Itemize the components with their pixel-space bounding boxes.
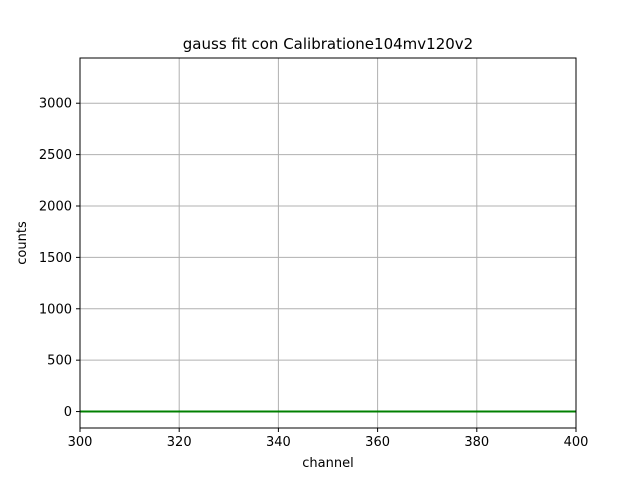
y-tick-label: 1500: [39, 251, 72, 266]
y-tick-label: 2000: [39, 200, 72, 215]
y-tick-label: 500: [47, 354, 72, 369]
x-tick-label: 340: [266, 435, 291, 450]
plot-area: [80, 58, 576, 428]
y-tick-label: 1000: [39, 302, 72, 317]
y-tick-label: 0: [64, 405, 72, 420]
y-tick-label: 3000: [39, 97, 72, 112]
y-tick-label: 2500: [39, 148, 72, 163]
x-tick-label: 380: [464, 435, 489, 450]
x-tick-label: 360: [365, 435, 390, 450]
x-tick-label: 300: [68, 435, 93, 450]
x-axis-ticks: 300 320 340 360 380 400: [68, 428, 589, 450]
y-axis-label: counts: [15, 221, 30, 265]
chart-title: gauss fit con Calibratione104mv120v2: [183, 35, 473, 53]
x-tick-label: 320: [167, 435, 192, 450]
plot-frame: [79, 57, 577, 429]
x-axis-label: channel: [302, 456, 353, 471]
y-axis-ticks: 0 500 1000 1500 2000 2500 3000: [39, 97, 80, 420]
x-tick-label: 400: [564, 435, 589, 450]
